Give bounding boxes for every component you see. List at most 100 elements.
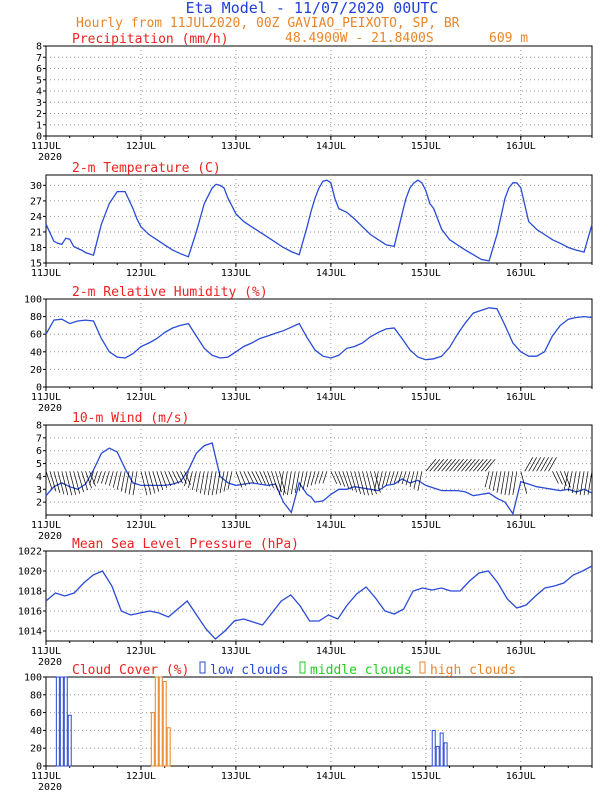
- wind-arrow: [188, 471, 193, 488]
- cloud-bar-low: [435, 745, 440, 767]
- panel-frame: [45, 298, 593, 388]
- y-tick-label: 1014: [18, 627, 42, 638]
- wind-arrow: [528, 457, 537, 472]
- wind-arrow: [172, 471, 179, 484]
- y-tick-label: 5: [36, 75, 42, 86]
- y-tick-label: 1020: [18, 567, 42, 578]
- x-tick-label: 16JUL: [506, 646, 536, 657]
- x-tick-label: 11JUL: [31, 392, 61, 403]
- panel-frame: [45, 174, 593, 264]
- y-tick-label: 2: [36, 109, 42, 120]
- wind-arrow: [112, 471, 118, 488]
- wind-arrow: [520, 471, 528, 494]
- wind-arrow: [65, 471, 73, 496]
- wind-arrow: [286, 471, 292, 496]
- x-tick-label: 12JUL: [126, 268, 156, 279]
- y-tick-label: 80: [30, 690, 42, 701]
- wind-arrow: [500, 471, 506, 495]
- panel-rh: 0 20 40 60 80 100 11JUL 12JUL 13JUL 14JUL 15JUL 16J…: [24, 285, 593, 414]
- y-tick-label: 4: [36, 472, 42, 483]
- wind-arrow: [211, 471, 217, 496]
- wind-arrow: [552, 471, 559, 484]
- y-tick-label: 6: [36, 446, 42, 457]
- wind-arrow: [223, 471, 229, 492]
- wind-arrow: [279, 471, 284, 495]
- wind-arrow: [476, 459, 488, 472]
- x-tick-label: 13JUL: [221, 392, 251, 403]
- location-coords: 48.4900W - 21.8400S: [285, 31, 434, 46]
- wind-arrow: [544, 457, 553, 472]
- panel-wind: 2 3 4 5 6 78 11JUL 12JUL 13JUL 14JUL 15JUL 16JUL 202…: [31, 411, 593, 542]
- wind-arrow: [318, 471, 324, 484]
- wind-arrow: [195, 471, 201, 492]
- cloud-bar-low: [443, 742, 448, 767]
- wind-arrow: [219, 471, 225, 494]
- wind-arrow: [168, 471, 175, 485]
- panel-title: 2-m Temperature (C): [72, 161, 221, 176]
- x-tick-label: 14JUL: [316, 268, 346, 279]
- wind-arrow: [374, 471, 381, 493]
- wind-arrow: [45, 471, 53, 490]
- wind-arrow: [393, 471, 399, 484]
- wind-arrow: [350, 471, 357, 493]
- cloud-bar-low: [59, 676, 64, 767]
- y-tick-label: 8: [36, 421, 42, 432]
- y-tick-label: 100: [24, 673, 42, 684]
- x-tick-label: 16JUL: [506, 771, 536, 782]
- x-year-label: 2020: [38, 657, 62, 668]
- cloud-bar-low: [439, 732, 444, 767]
- y-tick-label: 20: [30, 365, 42, 376]
- wind-arrow: [449, 459, 460, 472]
- wind-arrow: [176, 471, 183, 484]
- y-tick-label: 27: [30, 196, 42, 207]
- wind-arrow: [385, 471, 391, 486]
- wind-arrow: [271, 471, 278, 491]
- legend-label-high: high clouds: [430, 663, 516, 678]
- wind-arrow: [57, 471, 65, 495]
- y-tick-label: 1016: [18, 607, 42, 618]
- series-line-mslp: [45, 565, 593, 640]
- cloud-bar-high: [154, 676, 159, 767]
- panel-mslp: 1014 1016 1018 1020 1022 11JUL 12JUL 13JUL 14JUL…: [18, 537, 593, 668]
- wind-arrow: [358, 471, 365, 495]
- x-tick-label: 12JUL: [126, 646, 156, 657]
- wind-arrow: [199, 471, 205, 494]
- x-tick-label: 14JUL: [316, 141, 346, 152]
- wind-arrow: [583, 471, 589, 496]
- wind-arrow: [540, 457, 549, 472]
- wind-arrow: [354, 471, 361, 494]
- wind-arrow: [492, 471, 498, 492]
- wind-arrow: [184, 471, 189, 487]
- y-tick-label: 3: [36, 98, 42, 109]
- x-year-label: 2020: [38, 531, 62, 542]
- wind-arrow: [259, 471, 266, 485]
- cloud-bar-low: [63, 676, 68, 767]
- wind-arrow: [77, 471, 84, 493]
- wind-arrow: [532, 457, 541, 472]
- wind-arrow: [465, 459, 476, 472]
- wind-arrow: [61, 471, 69, 496]
- legend-swatch-middle: [299, 661, 306, 674]
- legend-swatch-low: [199, 661, 206, 674]
- wind-arrow: [484, 471, 490, 488]
- wind-arrow: [330, 471, 338, 485]
- wind-arrow: [429, 459, 441, 472]
- wind-arrow: [124, 471, 130, 494]
- wind-arrow: [73, 471, 81, 494]
- wind-arrow: [227, 471, 233, 490]
- wind-arrow: [120, 471, 126, 492]
- cloud-bar-high: [162, 680, 167, 767]
- wind-arrow: [101, 471, 106, 484]
- wind-arrow: [366, 471, 373, 496]
- wind-arrow: [152, 471, 160, 492]
- x-tick-label: 13JUL: [221, 646, 251, 657]
- wind-arrow: [251, 471, 259, 484]
- x-tick-label: 16JUL: [506, 141, 536, 152]
- wind-arrow: [484, 459, 496, 472]
- cloud-bar-high: [166, 727, 171, 767]
- wind-arrow: [342, 471, 350, 489]
- wind-arrow: [93, 471, 98, 484]
- x-tick-label: 11JUL: [31, 646, 61, 657]
- legend-label-middle: middle clouds: [310, 663, 412, 678]
